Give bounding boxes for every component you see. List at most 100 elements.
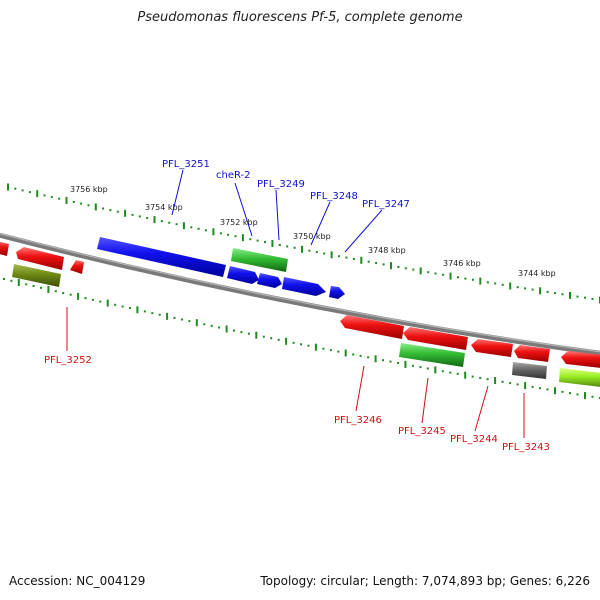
outer-minor-tick: [494, 282, 497, 285]
gene-left-red-b[interactable]: [16, 247, 64, 270]
gene-label-PFL_3243[interactable]: PFL_3243: [502, 442, 550, 453]
outer-minor-tick: [205, 229, 207, 232]
outer-minor-tick: [457, 276, 459, 279]
outer-minor-tick: [471, 278, 474, 281]
gene-label-PFL_3251[interactable]: PFL_3251: [162, 159, 210, 170]
inner-major-tick: [464, 371, 467, 379]
outer-major-tick: [124, 209, 127, 217]
outer-minor-tick: [87, 204, 90, 207]
inner-major-tick: [524, 382, 527, 390]
outer-minor-tick: [146, 217, 149, 219]
inner-minor-tick: [69, 293, 72, 296]
inner-minor-tick: [516, 383, 519, 386]
leader-PFL_3246: [355, 365, 365, 412]
outer-minor-tick: [516, 286, 519, 289]
gene-PFL_3243[interactable]: [512, 362, 547, 379]
gene-label-PFL_3252[interactable]: PFL_3252: [44, 355, 92, 366]
leader-cheR-2: [234, 182, 253, 237]
kbp-label-3754: 3754 kbp: [145, 203, 183, 212]
gene-PFL_3245[interactable]: [399, 343, 465, 367]
inner-minor-tick: [486, 378, 489, 381]
inner-major-tick: [404, 360, 407, 368]
inner-minor-tick: [479, 376, 482, 379]
inner-minor-tick: [389, 360, 392, 363]
outer-minor-tick: [576, 295, 579, 298]
inner-minor-tick: [322, 347, 325, 350]
outer-minor-tick: [345, 256, 348, 259]
outer-minor-tick: [427, 271, 430, 274]
outer-major-tick: [65, 196, 68, 204]
gene-PFL_3246[interactable]: [340, 315, 404, 339]
outer-major-tick: [419, 267, 422, 275]
gene-PFL_3244[interactable]: [471, 339, 513, 357]
gene-left-red-a[interactable]: [0, 241, 9, 256]
outer-minor-tick: [219, 232, 222, 235]
gene-label-cheR-2[interactable]: cheR-2: [216, 170, 251, 181]
outer-minor-tick: [21, 189, 24, 192]
inner-minor-tick: [591, 395, 594, 398]
gene-PFL_3247[interactable]: [329, 286, 345, 299]
gene-label-PFL_3248[interactable]: PFL_3248: [310, 191, 358, 202]
inner-minor-tick: [352, 353, 355, 356]
leader-PFL_3251: [171, 169, 184, 216]
gene-cheR-2[interactable]: [231, 248, 288, 272]
gene-label-PFL_3246[interactable]: PFL_3246: [334, 415, 382, 426]
inner-major-tick: [434, 366, 437, 374]
gene-label-PFL_3245[interactable]: PFL_3245: [398, 426, 446, 437]
gene-PFL_3249[interactable]: [257, 273, 282, 288]
kbp-label-3748: 3748 kbp: [368, 246, 406, 255]
inner-minor-tick: [576, 393, 579, 396]
kbp-label-3756: 3756 kbp: [70, 185, 108, 194]
gene-right-lime-edge[interactable]: [559, 368, 600, 387]
scale-ticks-inner: [3, 278, 600, 400]
inner-minor-tick: [173, 316, 176, 319]
inner-minor-tick: [456, 372, 459, 375]
outer-major-tick: [569, 291, 571, 299]
outer-minor-tick: [293, 246, 296, 249]
outer-minor-tick: [190, 226, 193, 229]
inner-minor-tick: [441, 370, 444, 373]
accession-info: Accession: NC_004129: [9, 574, 145, 588]
outer-major-tick: [182, 222, 185, 230]
gene-PFL_3245-red[interactable]: [403, 327, 468, 350]
outer-minor-tick: [546, 290, 549, 293]
gene-left-red-c[interactable]: [70, 260, 84, 274]
gene-label-PFL_3247[interactable]: PFL_3247: [362, 199, 410, 210]
gene-PFL_3243-red[interactable]: [514, 345, 550, 362]
inner-major-tick: [374, 355, 377, 363]
inner-minor-tick: [426, 367, 429, 370]
inner-minor-tick: [158, 313, 161, 316]
gene-right-red-edge[interactable]: [561, 351, 600, 368]
inner-minor-tick: [300, 343, 302, 346]
outer-minor-tick: [14, 187, 17, 190]
outer-minor-tick: [464, 277, 467, 280]
inner-minor-tick: [419, 366, 422, 369]
gene-PFL_3252[interactable]: [12, 264, 61, 287]
gene-PFL_3251[interactable]: [97, 237, 226, 277]
outer-minor-tick: [561, 293, 564, 296]
outer-minor-tick: [323, 252, 326, 255]
gene-label-PFL_3249[interactable]: PFL_3249: [257, 179, 305, 190]
inner-minor-tick: [382, 359, 384, 362]
inner-major-tick: [255, 331, 258, 339]
outer-major-tick: [449, 272, 452, 280]
outer-minor-tick: [256, 239, 259, 242]
inner-major-tick: [195, 319, 198, 327]
gene-label-PFL_3244[interactable]: PFL_3244: [450, 434, 498, 445]
inner-major-tick: [136, 306, 139, 314]
outer-major-tick: [360, 256, 363, 264]
gene-PFL_3248[interactable]: [282, 277, 326, 296]
outer-minor-tick: [584, 296, 586, 299]
gene-PFL_3250[interactable]: [227, 266, 259, 284]
outer-minor-tick: [234, 235, 237, 238]
inner-major-tick: [314, 343, 317, 351]
kbp-label-3752: 3752 kbp: [220, 218, 258, 227]
outer-major-tick: [390, 262, 392, 270]
inner-minor-tick: [292, 341, 295, 344]
outer-minor-tick: [278, 244, 281, 246]
outer-major-tick: [36, 190, 39, 198]
outer-minor-tick: [109, 209, 112, 212]
leader-PFL_3248: [310, 201, 331, 246]
inner-minor-tick: [561, 390, 564, 393]
